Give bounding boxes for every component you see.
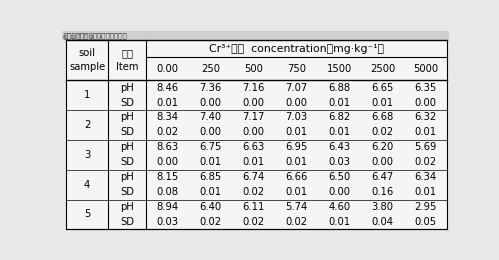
Text: 7.17: 7.17 — [243, 112, 265, 122]
Text: 8.94: 8.94 — [157, 202, 179, 212]
Text: SD: SD — [120, 217, 134, 227]
Text: 5.74: 5.74 — [285, 202, 308, 212]
Text: 2500: 2500 — [370, 64, 395, 74]
Text: 750: 750 — [287, 64, 306, 74]
Text: 0.00: 0.00 — [157, 64, 179, 74]
Text: 0.01: 0.01 — [329, 127, 351, 137]
Text: 6.11: 6.11 — [243, 202, 265, 212]
Text: pH: pH — [120, 202, 134, 212]
Text: SD: SD — [120, 98, 134, 108]
Text: 0.02: 0.02 — [243, 187, 265, 197]
Text: 0.01: 0.01 — [285, 157, 308, 167]
Text: 7.07: 7.07 — [285, 83, 308, 93]
Text: pH: pH — [120, 142, 134, 152]
Text: 5000: 5000 — [413, 64, 438, 74]
Text: 7.40: 7.40 — [200, 112, 222, 122]
Text: 项目
Item: 项目 Item — [116, 48, 138, 72]
Text: SD: SD — [120, 127, 134, 137]
Text: 0.16: 0.16 — [372, 187, 394, 197]
Text: 6.85: 6.85 — [200, 172, 222, 182]
Text: 4.60: 4.60 — [329, 202, 351, 212]
Text: 2: 2 — [84, 120, 90, 130]
Text: 0.01: 0.01 — [372, 98, 394, 108]
Text: ⊞ ⊟ 囧 囧 ⊞  ×: ⊞ ⊟ 囧 囧 ⊞ × — [63, 34, 104, 40]
Text: 0.01: 0.01 — [200, 157, 222, 167]
Text: 0.03: 0.03 — [157, 217, 179, 227]
Text: 6.68: 6.68 — [372, 112, 394, 122]
Text: 0.00: 0.00 — [285, 98, 308, 108]
Text: 1500: 1500 — [327, 64, 352, 74]
Text: SD: SD — [120, 187, 134, 197]
Text: 6.74: 6.74 — [243, 172, 265, 182]
Text: 0.00: 0.00 — [243, 127, 264, 137]
Text: 500: 500 — [244, 64, 263, 74]
Bar — [62, 31, 449, 41]
Text: 7.36: 7.36 — [200, 83, 222, 93]
Text: 处对容量晶型变更的折扣预览信息: 处对容量晶型变更的折扣预览信息 — [63, 32, 127, 39]
Text: 5.69: 5.69 — [415, 142, 437, 152]
Text: 1: 1 — [84, 90, 90, 100]
Text: 0.00: 0.00 — [243, 98, 264, 108]
Text: 6.32: 6.32 — [415, 112, 437, 122]
Text: 6.43: 6.43 — [329, 142, 351, 152]
Text: 0.00: 0.00 — [329, 187, 351, 197]
Text: 0.03: 0.03 — [329, 157, 351, 167]
Text: 0.00: 0.00 — [157, 157, 179, 167]
Text: pH: pH — [120, 172, 134, 182]
Text: 0.02: 0.02 — [243, 217, 265, 227]
Text: 0.01: 0.01 — [329, 217, 351, 227]
Text: 6.75: 6.75 — [200, 142, 222, 152]
Text: 6.47: 6.47 — [372, 172, 394, 182]
Text: 250: 250 — [201, 64, 220, 74]
Text: 0.05: 0.05 — [415, 217, 437, 227]
Text: 6.34: 6.34 — [415, 172, 437, 182]
Text: 0.02: 0.02 — [200, 217, 222, 227]
Text: 6.95: 6.95 — [285, 142, 308, 152]
Text: Cr³⁺浓度  concentration（mg·kg⁻¹）: Cr³⁺浓度 concentration（mg·kg⁻¹） — [209, 44, 384, 54]
Text: SD: SD — [120, 157, 134, 167]
Text: 6.65: 6.65 — [371, 83, 394, 93]
Text: 8.15: 8.15 — [157, 172, 179, 182]
Text: 7.16: 7.16 — [243, 83, 265, 93]
Text: 0.01: 0.01 — [285, 187, 308, 197]
Text: 0.00: 0.00 — [372, 157, 394, 167]
Text: 3: 3 — [84, 150, 90, 160]
Text: 5: 5 — [84, 210, 90, 219]
Text: 0.02: 0.02 — [157, 127, 179, 137]
Text: 0.01: 0.01 — [243, 157, 265, 167]
Text: 6.50: 6.50 — [328, 172, 351, 182]
Text: 8.34: 8.34 — [157, 112, 179, 122]
Text: 0.00: 0.00 — [415, 98, 437, 108]
Text: 0.00: 0.00 — [200, 127, 222, 137]
Text: 2.95: 2.95 — [415, 202, 437, 212]
Text: 0.01: 0.01 — [329, 98, 351, 108]
Text: 6.20: 6.20 — [372, 142, 394, 152]
Text: 6.66: 6.66 — [285, 172, 308, 182]
Text: pH: pH — [120, 112, 134, 122]
Text: 3.80: 3.80 — [372, 202, 394, 212]
Text: 0.02: 0.02 — [372, 127, 394, 137]
Text: 6.35: 6.35 — [415, 83, 437, 93]
Text: soil
sample: soil sample — [69, 48, 105, 72]
Text: 0.01: 0.01 — [200, 187, 222, 197]
Text: 0.04: 0.04 — [372, 217, 394, 227]
Text: 0.02: 0.02 — [415, 157, 437, 167]
Text: 6.82: 6.82 — [328, 112, 351, 122]
Text: 0.01: 0.01 — [415, 127, 437, 137]
Text: 0.02: 0.02 — [285, 217, 308, 227]
Text: 6.40: 6.40 — [200, 202, 222, 212]
Text: 0.01: 0.01 — [157, 98, 179, 108]
Text: 0.08: 0.08 — [157, 187, 179, 197]
Text: 4: 4 — [84, 180, 90, 190]
Text: 8.63: 8.63 — [157, 142, 179, 152]
Text: pH: pH — [120, 83, 134, 93]
Text: 6.88: 6.88 — [329, 83, 351, 93]
Text: 0.00: 0.00 — [200, 98, 222, 108]
Text: 0.01: 0.01 — [285, 127, 308, 137]
Text: 6.63: 6.63 — [243, 142, 265, 152]
Text: 7.03: 7.03 — [285, 112, 308, 122]
Text: 0.01: 0.01 — [415, 187, 437, 197]
Text: 8.46: 8.46 — [157, 83, 179, 93]
